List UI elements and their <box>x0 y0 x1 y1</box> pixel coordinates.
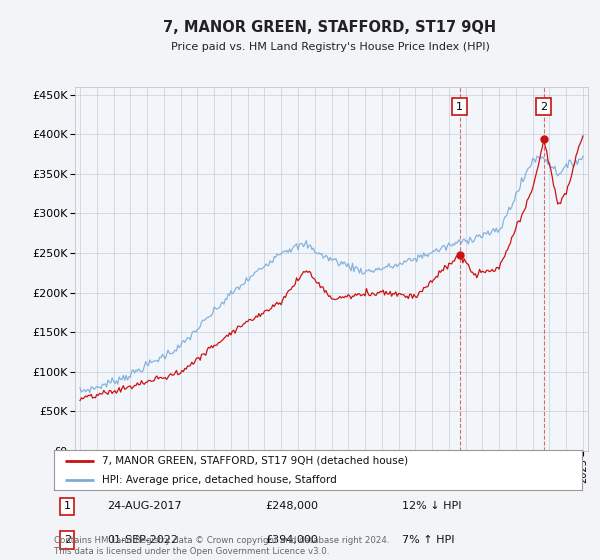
Text: 1: 1 <box>64 501 71 511</box>
Text: £248,000: £248,000 <box>265 501 318 511</box>
Text: 1: 1 <box>456 101 463 111</box>
Text: 7% ↑ HPI: 7% ↑ HPI <box>403 535 455 545</box>
Text: 2: 2 <box>541 101 547 111</box>
Text: 01-SEP-2022: 01-SEP-2022 <box>107 535 178 545</box>
Text: 24-AUG-2017: 24-AUG-2017 <box>107 501 181 511</box>
Text: Contains HM Land Registry data © Crown copyright and database right 2024.
This d: Contains HM Land Registry data © Crown c… <box>54 536 389 556</box>
Text: 7, MANOR GREEN, STAFFORD, ST17 9QH (detached house): 7, MANOR GREEN, STAFFORD, ST17 9QH (deta… <box>101 456 407 466</box>
Text: HPI: Average price, detached house, Stafford: HPI: Average price, detached house, Staf… <box>101 475 336 485</box>
Text: 12% ↓ HPI: 12% ↓ HPI <box>403 501 462 511</box>
Text: £394,000: £394,000 <box>265 535 318 545</box>
Text: Price paid vs. HM Land Registry's House Price Index (HPI): Price paid vs. HM Land Registry's House … <box>170 42 490 52</box>
Text: 2: 2 <box>64 535 71 545</box>
Text: 7, MANOR GREEN, STAFFORD, ST17 9QH: 7, MANOR GREEN, STAFFORD, ST17 9QH <box>163 20 497 35</box>
